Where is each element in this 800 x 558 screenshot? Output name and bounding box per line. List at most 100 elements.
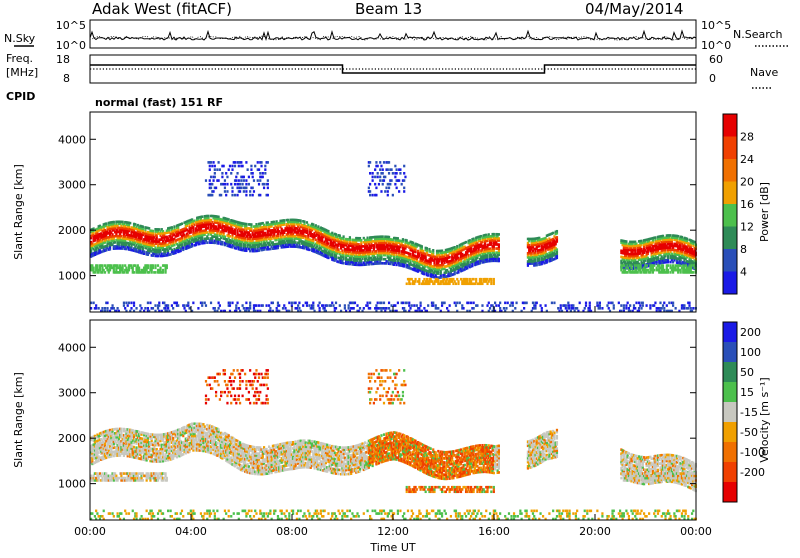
power-cell — [98, 307, 100, 310]
power-cell — [420, 302, 422, 305]
power-cell — [457, 282, 459, 285]
power-cell — [498, 243, 500, 246]
power-cell — [211, 183, 213, 186]
power-cell — [218, 307, 220, 310]
power-cell — [111, 304, 113, 307]
power-cell — [281, 236, 283, 239]
power-cell — [249, 302, 251, 305]
power-cell — [490, 280, 492, 283]
power-cell — [534, 307, 536, 310]
power-cell — [469, 278, 471, 281]
power-cell — [183, 307, 185, 310]
power-cell — [499, 302, 501, 305]
power-cell — [454, 302, 456, 305]
power-cell — [124, 264, 126, 267]
power-cell — [234, 165, 236, 168]
power-cell — [113, 307, 115, 310]
power-cell — [385, 307, 387, 310]
power-cell — [106, 307, 108, 310]
power-cell — [166, 264, 168, 267]
power-cell — [154, 271, 156, 274]
power-cell — [123, 302, 125, 305]
power-cell — [240, 187, 242, 190]
power-cell — [656, 267, 658, 270]
power-cell — [142, 225, 144, 228]
power-cell — [473, 278, 475, 281]
power-cell — [470, 302, 472, 305]
power-cell — [359, 307, 361, 310]
power-cell — [219, 304, 221, 307]
power-cell — [366, 304, 368, 307]
power-cell — [253, 190, 255, 193]
power-cell — [312, 304, 314, 307]
power-cell — [402, 238, 404, 241]
power-cell — [284, 307, 286, 310]
power-cell — [416, 304, 418, 307]
power-cell — [348, 304, 350, 307]
power-cell — [210, 302, 212, 305]
power-cell — [427, 304, 429, 307]
power-cell — [556, 230, 558, 233]
power-cell — [201, 215, 203, 218]
power-cell — [312, 307, 314, 310]
power-cell — [166, 267, 168, 270]
power-cell — [167, 304, 169, 307]
power-cell — [231, 165, 233, 168]
power-cell — [599, 302, 601, 305]
power-cell — [122, 269, 124, 272]
power-cell — [235, 179, 237, 182]
power-cell — [486, 278, 488, 281]
power-cell — [493, 280, 495, 283]
power-cell — [392, 172, 394, 175]
power-cell — [209, 179, 211, 182]
power-cell — [495, 304, 497, 307]
power-cell — [620, 269, 622, 272]
power-cell — [611, 302, 613, 305]
power-cell — [652, 267, 654, 270]
power-cell — [170, 253, 172, 256]
power-cell — [214, 172, 216, 175]
power-cell — [132, 267, 134, 270]
power-cell — [127, 271, 129, 274]
power-cell — [210, 176, 212, 179]
power-cell — [205, 304, 207, 307]
power-cell — [406, 239, 408, 242]
power-cell — [226, 190, 228, 193]
power-cell — [135, 307, 137, 310]
power-cell — [485, 280, 487, 283]
power-cell — [221, 241, 223, 244]
power-cell — [103, 269, 105, 272]
power-cell — [396, 187, 398, 190]
power-cell — [408, 304, 410, 307]
power-cell — [366, 302, 368, 305]
power-cell — [147, 264, 149, 267]
power-cell — [388, 161, 390, 164]
power-cell — [134, 223, 136, 226]
power-cell — [428, 248, 430, 251]
power-cell — [148, 227, 150, 230]
power-cell — [442, 280, 444, 283]
power-cell — [642, 304, 644, 307]
power-cell — [490, 282, 492, 285]
power-cell — [344, 304, 346, 307]
power-cell — [231, 187, 233, 190]
power-cell — [486, 282, 488, 285]
freq-tick-top: 18 — [56, 53, 70, 66]
power-cell — [421, 245, 423, 248]
power-cell — [225, 172, 227, 175]
power-cell — [383, 179, 385, 182]
power-cell — [152, 264, 154, 267]
power-cell — [133, 304, 135, 307]
power-cell — [493, 282, 495, 285]
power-cell — [214, 165, 216, 168]
power-cell — [567, 302, 569, 305]
power-cell — [627, 271, 629, 274]
power-cell — [532, 302, 534, 305]
power-cell — [596, 302, 598, 305]
power-cell — [164, 271, 166, 274]
power-cell — [108, 271, 110, 274]
power-cell — [133, 302, 135, 305]
power-cell — [489, 307, 491, 310]
power-cell — [382, 168, 384, 171]
power-cell — [130, 307, 132, 310]
